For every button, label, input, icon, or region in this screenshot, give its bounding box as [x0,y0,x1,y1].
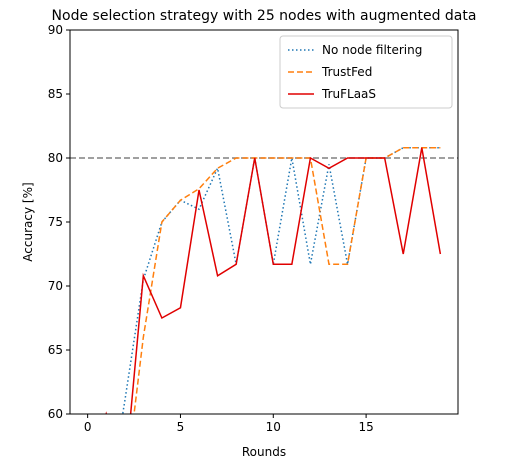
series-line [121,147,441,414]
x-tick-label: 10 [266,420,281,434]
series-line [105,147,442,414]
x-axis-label: Rounds [242,445,286,459]
plot-frame [69,29,459,415]
y-tick-label: 70 [48,279,63,293]
y-tick-label: 60 [48,407,63,421]
y-tick-label: 75 [48,215,63,229]
chart-title: Node selection strategy with 25 nodes wi… [52,8,477,24]
y-tick-label: 90 [48,23,63,37]
legend-label: No node filtering [322,43,422,57]
y-tick-label: 65 [48,343,63,357]
x-tick-label: 5 [177,420,185,434]
x-tick-label: 15 [358,420,373,434]
y-tick-label: 85 [48,87,63,101]
legend-label: TruFLaaS [321,87,376,101]
y-tick-label: 80 [48,151,63,165]
y-axis-label: Accuracy [%] [21,182,35,261]
x-tick-label: 0 [84,420,92,434]
plot-area [70,147,458,414]
legend-box [279,35,453,109]
legend-label: TrustFed [321,65,372,79]
